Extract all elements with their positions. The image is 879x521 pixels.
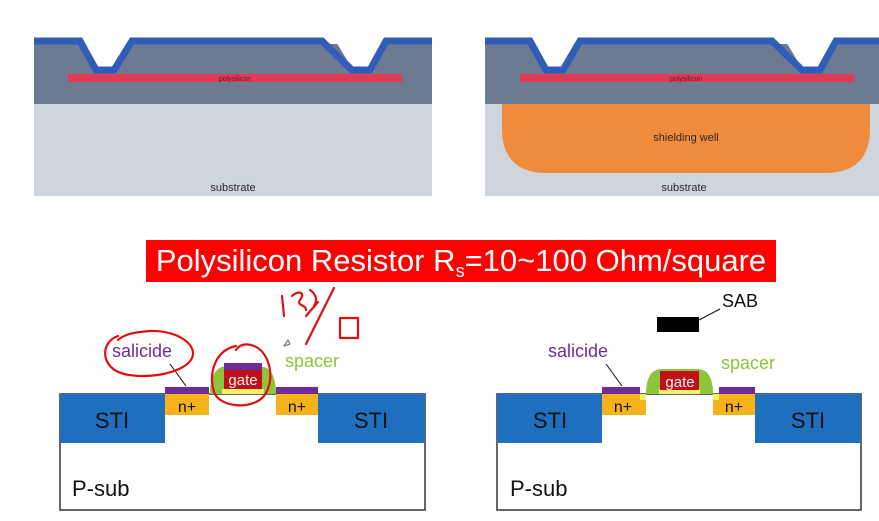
banner-main-text: Polysilicon Resistor R (155, 243, 456, 278)
nplus-right (713, 394, 755, 415)
nplus-right-label: n+ (725, 399, 743, 416)
sab-pointer (698, 308, 721, 321)
p-sub-label: P-sub (72, 476, 129, 501)
trench-gap-left (80, 40, 130, 70)
handwritten-annotations (104, 286, 360, 407)
nplus-left (165, 394, 209, 415)
trench-gap-left (529, 40, 579, 70)
spacer-label: spacer (721, 353, 775, 373)
gate (660, 371, 699, 390)
handwritten-slash (304, 286, 336, 346)
polysilicon-layer (68, 74, 402, 82)
gate-oxide (222, 389, 264, 394)
salicide-circle-mark (104, 329, 195, 378)
top-left-cross-section: polysilicon substrate (34, 37, 432, 196)
nplus-right (276, 394, 318, 415)
gate-label: gate (665, 374, 694, 391)
salicide-pointer (605, 363, 623, 387)
sti-left (60, 394, 165, 443)
salicide-pointer (169, 363, 187, 387)
polysilicon-label: polysilicon (670, 76, 702, 83)
salicide-left (602, 387, 640, 394)
banner-tail-text: =10~100 Ohm/square (464, 243, 767, 278)
metal-line (485, 37, 879, 74)
shielding-well (502, 104, 870, 173)
salicide-right (719, 387, 755, 394)
sti-right-label: STI (354, 408, 388, 433)
trench-gap-right (335, 40, 385, 70)
metal-line (34, 37, 432, 74)
sti-left-label: STI (533, 408, 567, 433)
nplus-right-label: n+ (288, 399, 306, 416)
trench-gap-right (785, 40, 835, 70)
bottom-left-device: gate STI STI n+ n+ salicide spacer P-sub (59, 341, 426, 511)
salicide-left (165, 387, 209, 394)
polysilicon-layer (520, 74, 854, 82)
nplus-left (602, 394, 646, 415)
title-banner: Polysilicon Resistor Rs=10~100 Ohm/squar… (146, 240, 776, 282)
top-right-cross-section: polysilicon shielding well substrate (485, 37, 879, 196)
sti-right-label: STI (791, 408, 825, 433)
gate-circle-mark (210, 343, 272, 407)
handwritten-tick (283, 339, 291, 347)
shielding-well-label: shielding well (653, 132, 718, 144)
sti-left-label: STI (95, 408, 129, 433)
sti-right (318, 394, 425, 443)
substrate-label: substrate (661, 182, 706, 194)
handwritten-ohm-symbol (280, 288, 320, 318)
gate-salicide (224, 363, 262, 370)
salicide-label: salicide (112, 341, 172, 361)
p-sub-label: P-sub (510, 476, 567, 501)
spacer-label: spacer (285, 351, 339, 371)
sti-left (497, 394, 602, 443)
gate-label: gate (228, 372, 257, 389)
salicide-right (276, 387, 318, 394)
sab-label: SAB (722, 291, 758, 311)
polysilicon-label: polysilicon (219, 76, 251, 83)
sab-edge-left (640, 394, 646, 400)
bottom-right-device: gate STI STI n+ n+ salicide spacer SAB P… (496, 291, 862, 511)
nplus-left-label: n+ (178, 399, 196, 416)
gate-oxide (659, 389, 700, 394)
substrate-label: substrate (210, 182, 255, 194)
gate (224, 369, 262, 389)
nplus-left-label: n+ (614, 399, 632, 416)
sti-right (755, 394, 861, 443)
banner-subscript: s (455, 261, 465, 281)
handwritten-square-symbol (338, 316, 360, 340)
sab-block (657, 317, 699, 332)
sab-edge-right (713, 394, 719, 400)
salicide-label: salicide (548, 341, 608, 361)
substrate-region (34, 104, 432, 196)
